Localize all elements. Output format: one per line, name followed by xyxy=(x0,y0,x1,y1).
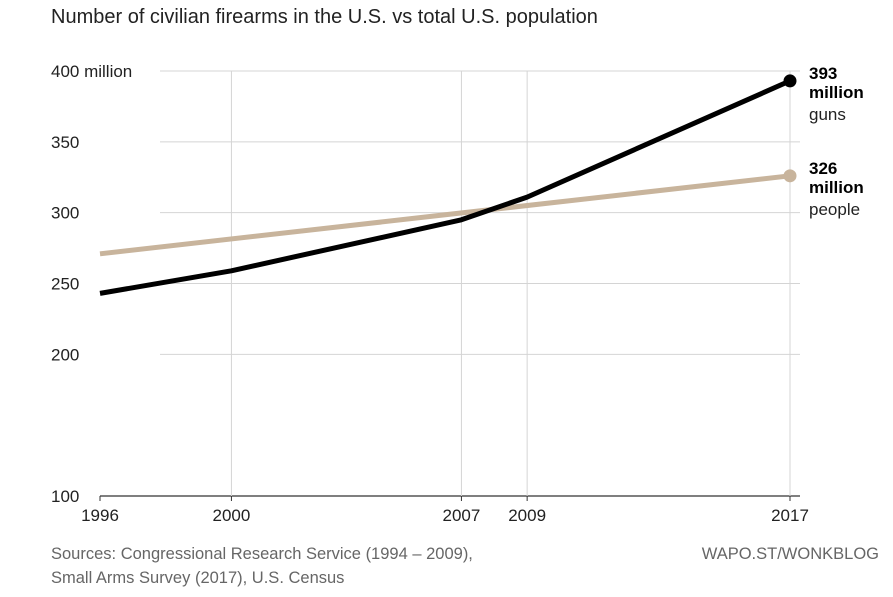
people-end-unit: people xyxy=(809,200,860,219)
guns-line xyxy=(99,78,792,296)
series-lines xyxy=(99,74,797,296)
people-line xyxy=(99,173,791,257)
y-tick-label: 300 xyxy=(51,204,79,223)
guns-end-point xyxy=(783,74,797,88)
x-tick-label: 2000 xyxy=(213,506,251,525)
y-tick-label: 400 million xyxy=(51,62,132,81)
guns-end-unit: guns xyxy=(809,105,846,124)
sources-line-1: Sources: Congressional Research Service … xyxy=(51,545,473,563)
y-tick-label: 250 xyxy=(51,275,79,294)
y-tick-label: 350 xyxy=(51,133,79,152)
credit-link[interactable]: WAPO.ST/WONKBLOG xyxy=(701,545,879,563)
chart-title: Number of civilian firearms in the U.S. … xyxy=(51,6,598,28)
y-tick-label: 100 xyxy=(51,487,79,506)
x-tick-label: 2009 xyxy=(508,506,546,525)
x-tick-labels: 1996 2000 2007 2009 2017 xyxy=(81,506,809,525)
guns-end-value: 393 xyxy=(809,64,837,83)
x-tick-label: 1996 xyxy=(81,506,119,525)
line-chart: 100 200 250 300 350 400 million 1996 2000 2007 2… xyxy=(51,62,864,525)
sources-line-2: Small Arms Survey (2017), U.S. Census xyxy=(51,569,345,587)
x-tick-label: 2017 xyxy=(771,506,809,525)
sources-note: Sources: Congressional Research Service … xyxy=(51,542,611,590)
people-end-value: 326 xyxy=(809,159,837,178)
people-end-point xyxy=(783,169,797,183)
y-tick-labels: 100 200 250 300 350 400 million xyxy=(51,62,132,506)
y-tick-label: 200 xyxy=(51,345,79,364)
x-gridlines xyxy=(99,71,791,501)
x-tick-label: 2007 xyxy=(443,506,481,525)
guns-end-million: million xyxy=(809,83,864,102)
people-end-million: million xyxy=(809,178,864,197)
y-gridlines xyxy=(100,70,800,497)
